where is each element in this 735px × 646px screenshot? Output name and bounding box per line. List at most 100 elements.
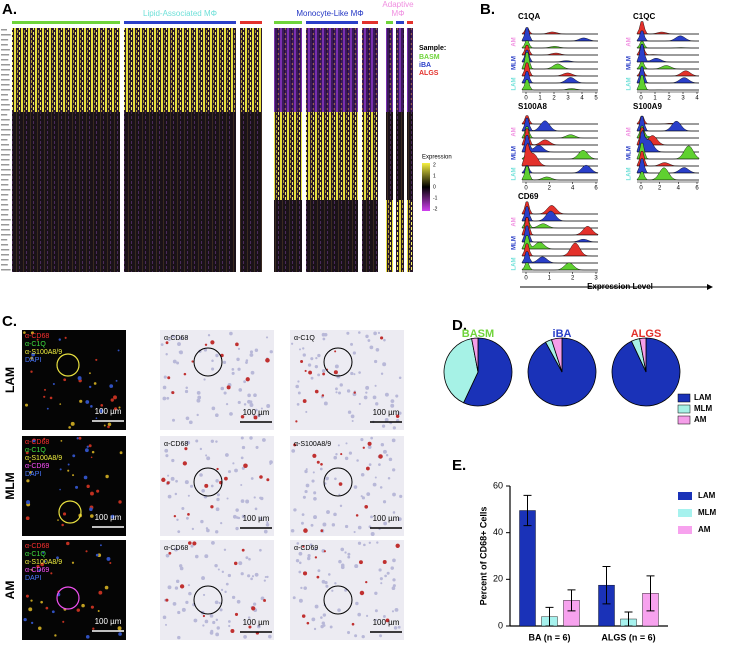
nucleus — [338, 493, 341, 496]
nucleus — [388, 457, 393, 462]
row-label: LAM — [512, 168, 518, 181]
stained-cell — [266, 478, 270, 482]
nucleus — [398, 411, 402, 415]
nucleus — [313, 547, 317, 551]
stained-cell — [171, 391, 175, 395]
nucleus — [375, 618, 378, 621]
nucleus — [219, 608, 223, 612]
sample-bar — [306, 21, 358, 24]
nucleus — [220, 522, 223, 525]
nucleus — [181, 507, 185, 511]
nucleus — [188, 420, 193, 425]
cell — [40, 562, 45, 567]
gene-label-stub — [1, 169, 11, 171]
stained-cell — [161, 477, 166, 483]
nucleus — [328, 573, 331, 576]
error-bar — [545, 606, 554, 627]
nucleus — [356, 459, 359, 462]
y-tick-label: 20 — [493, 574, 503, 584]
cell — [29, 471, 33, 474]
nucleus — [163, 375, 167, 379]
stained-cell — [308, 370, 313, 375]
nucleus — [227, 470, 232, 474]
x-tick-label: ALGS (n = 6) — [601, 632, 655, 642]
stained-cell — [385, 618, 390, 623]
nucleus — [372, 482, 377, 487]
nucleus — [340, 565, 345, 570]
nucleus — [225, 453, 229, 457]
nucleus — [367, 445, 372, 449]
stained-cell — [362, 446, 365, 449]
nucleus — [263, 529, 268, 534]
cell — [86, 484, 90, 489]
nucleus — [238, 561, 243, 566]
nucleus — [298, 598, 303, 603]
nucleus — [379, 486, 383, 489]
nucleus — [184, 480, 189, 485]
nucleus — [392, 584, 396, 588]
stained-cell — [165, 598, 169, 602]
stained-cell — [302, 545, 305, 548]
cell — [97, 609, 100, 612]
stained-cell — [216, 467, 219, 471]
cell — [110, 514, 115, 519]
scale-label: 100 µm — [243, 514, 270, 523]
legend-label: MLM — [698, 508, 717, 517]
nucleus — [200, 519, 204, 524]
cell — [99, 409, 104, 413]
x-tick-label: 2 — [548, 186, 552, 192]
nucleus — [383, 338, 386, 342]
nucleus — [264, 575, 267, 578]
gene-label-stub — [1, 154, 10, 156]
nucleus — [212, 620, 216, 625]
stained-cell — [245, 377, 250, 382]
nucleus — [207, 334, 211, 337]
sample-bar — [362, 21, 378, 24]
nucleus — [366, 492, 371, 497]
cell — [30, 568, 33, 571]
stained-cell — [182, 461, 187, 466]
nucleus — [176, 518, 179, 522]
nucleus — [354, 634, 358, 638]
nucleus — [210, 439, 215, 443]
nucleus — [319, 467, 323, 471]
nucleus — [387, 477, 391, 480]
nucleus — [331, 523, 336, 527]
stained-cell — [191, 360, 194, 363]
stained-cell — [321, 394, 325, 397]
nucleus — [177, 530, 181, 534]
highlight — [56, 586, 80, 610]
nucleus — [395, 394, 399, 398]
nucleus — [360, 495, 363, 498]
gene-label-stub — [1, 59, 9, 61]
nucleus — [398, 376, 402, 380]
row-label: AM — [627, 127, 633, 136]
nucleus — [390, 399, 395, 404]
nucleus — [237, 347, 241, 350]
nucleus — [162, 396, 167, 401]
x-tick-label: 0 — [524, 186, 528, 192]
scale-label: 100 µm — [373, 514, 400, 523]
nucleus — [235, 508, 239, 512]
ridge — [521, 71, 598, 84]
scale-tick-label: 2 — [433, 162, 436, 168]
nucleus — [216, 497, 220, 502]
cell — [81, 603, 85, 608]
stained-cell — [192, 541, 197, 546]
cell — [113, 395, 117, 400]
heatmap-block — [12, 200, 120, 272]
nucleus — [392, 468, 396, 472]
cell — [88, 385, 92, 389]
x-tick-label: 0 — [524, 96, 528, 102]
nucleus — [347, 410, 352, 414]
stained-cell — [338, 482, 343, 486]
nucleus — [204, 619, 209, 624]
cell — [56, 556, 59, 560]
nucleus — [260, 407, 263, 410]
gene-label-stub — [1, 29, 8, 31]
cell — [89, 507, 93, 512]
cell — [23, 618, 27, 622]
x-tick-label: 1 — [548, 276, 552, 282]
stained-cell — [316, 575, 320, 579]
stain-label: α-C1Q — [294, 335, 315, 342]
